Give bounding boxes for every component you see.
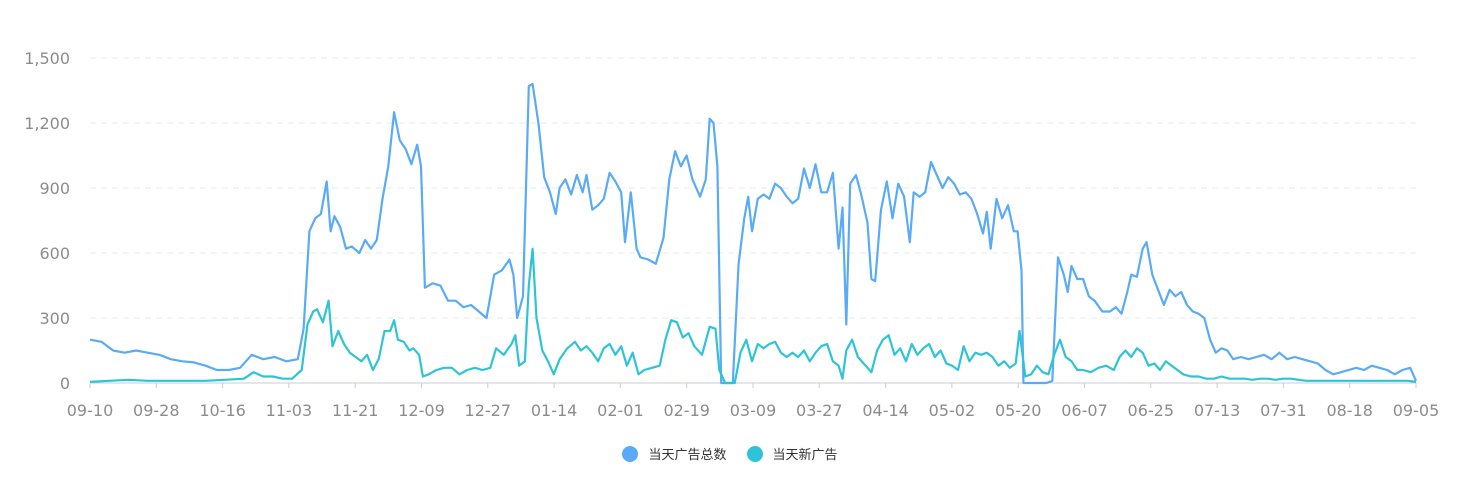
legend: 当天广告总数 当天新广告 — [0, 444, 1460, 463]
legend-dot-total-ads — [622, 445, 639, 462]
x-tick-label-6: 12-27 — [465, 401, 512, 420]
x-tick-label-12: 04-14 — [862, 401, 909, 420]
x-tick-label-16: 06-25 — [1128, 401, 1175, 420]
legend-label-total-ads: 当天广告总数 — [648, 448, 727, 463]
x-tick-label-18: 07-31 — [1260, 401, 1307, 420]
line-chart: 0 300 600 900 1,200 1,500 09-10 09-28 10-16 11-03… — [24, 49, 1439, 420]
x-tick-label-10: 03-09 — [730, 401, 777, 420]
legend-item-total-ads[interactable]: 当天广告总数 — [622, 444, 727, 463]
x-tick-label-7: 01-14 — [531, 401, 578, 420]
x-tick-label-17: 07-13 — [1194, 401, 1241, 420]
x-tick-label-3: 11-03 — [266, 401, 313, 420]
x-tick-label-4: 11-21 — [332, 401, 379, 420]
x-tick-label-9: 02-19 — [663, 401, 710, 420]
y-tick-label-2: 600 — [39, 244, 70, 263]
x-tick-label-20: 09-05 — [1393, 401, 1440, 420]
legend-item-new-ads[interactable]: 当天新广告 — [746, 444, 838, 463]
y-tick-label-0: 0 — [60, 374, 70, 393]
y-tick-label-4: 1,200 — [24, 114, 70, 133]
y-tick-label-5: 1,500 — [24, 49, 70, 68]
axes: 0 300 600 900 1,200 1,500 09-10 09-28 10-16 11-03… — [24, 49, 1439, 420]
x-tick-label-1: 09-28 — [133, 401, 180, 420]
y-tick-label-1: 300 — [39, 309, 70, 328]
x-tick-label-15: 06-07 — [1061, 401, 1108, 420]
x-tick-label-11: 03-27 — [796, 401, 843, 420]
x-tick-label-14: 05-20 — [995, 401, 1042, 420]
series-line-0 — [89, 82, 1418, 385]
x-tick-label-0: 09-10 — [67, 401, 114, 420]
x-tick-label-2: 10-16 — [199, 401, 246, 420]
series-line-1 — [89, 247, 1417, 385]
x-tick-label-19: 08-18 — [1326, 401, 1373, 420]
x-tick-label-8: 02-01 — [597, 401, 644, 420]
legend-dot-new-ads — [746, 445, 763, 462]
x-tick-label-5: 12-09 — [398, 401, 445, 420]
series-lines — [89, 82, 1418, 385]
y-tick-label-3: 900 — [39, 179, 70, 198]
x-tick-label-13: 05-02 — [929, 401, 976, 420]
grid-lines — [90, 57, 1416, 319]
legend-label-new-ads: 当天新广告 — [772, 448, 838, 463]
